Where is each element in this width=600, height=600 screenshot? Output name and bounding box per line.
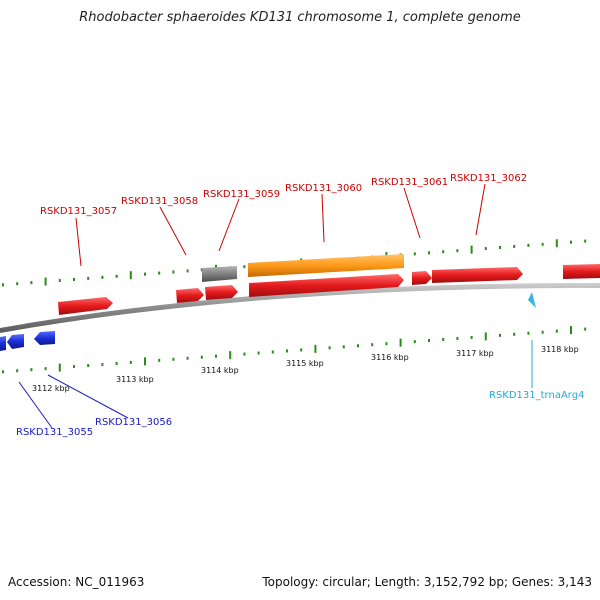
scale-label: 3118 kbp xyxy=(541,345,579,354)
gene-3056-arrow[interactable] xyxy=(34,331,55,345)
scale-label: 3115 kbp xyxy=(286,359,324,368)
gene-3059-arrow[interactable] xyxy=(205,285,238,300)
accession-text: Accession: NC_011963 xyxy=(8,575,145,589)
trna-arg4-marker[interactable] xyxy=(528,292,536,308)
scale-label: 3112 kbp xyxy=(32,384,70,393)
leader-lines xyxy=(18,183,533,429)
gene-3060-arrow[interactable] xyxy=(249,274,404,297)
gene-next-arrow[interactable] xyxy=(563,264,600,279)
scale-label: 3116 kbp xyxy=(371,353,409,362)
scale-label: 3113 kbp xyxy=(116,375,154,384)
gene-3055-arrow[interactable] xyxy=(0,336,6,351)
gene-label-3058[interactable]: RSKD131_3058 xyxy=(121,196,198,207)
scale-label: 3117 kbp xyxy=(456,349,494,358)
gene-label-3061[interactable]: RSKD131_3061 xyxy=(371,177,448,188)
gene-3061-arrow[interactable] xyxy=(412,271,432,285)
gene-label-3059[interactable]: RSKD131_3059 xyxy=(203,189,280,200)
gene-label-3062[interactable]: RSKD131_3062 xyxy=(450,173,527,184)
trna-label[interactable]: RSKD131_trnaArg4 xyxy=(489,390,584,401)
orange-feature-box[interactable] xyxy=(248,254,404,277)
gene-3057-arrow[interactable] xyxy=(58,297,113,315)
pseudogene-box[interactable] xyxy=(202,266,237,282)
gene-label-3057[interactable]: RSKD131_3057 xyxy=(40,206,117,217)
gene-label-3060[interactable]: RSKD131_3060 xyxy=(285,183,362,194)
gene-label-3056[interactable]: RSKD131_3056 xyxy=(95,417,172,428)
gene-3058-arrow[interactable] xyxy=(176,288,204,303)
gene-3055b-arrow[interactable] xyxy=(7,334,24,349)
topology-summary: Topology: circular; Length: 3,152,792 bp… xyxy=(262,575,592,589)
map-title: Rhodobacter sphaeroides KD131 chromosome… xyxy=(79,10,521,25)
scale-label: 3114 kbp xyxy=(201,366,239,375)
gene-3062-arrow[interactable] xyxy=(432,267,523,283)
inner-tick-row xyxy=(2,326,587,374)
gene-label-3055[interactable]: RSKD131_3055 xyxy=(16,427,93,438)
